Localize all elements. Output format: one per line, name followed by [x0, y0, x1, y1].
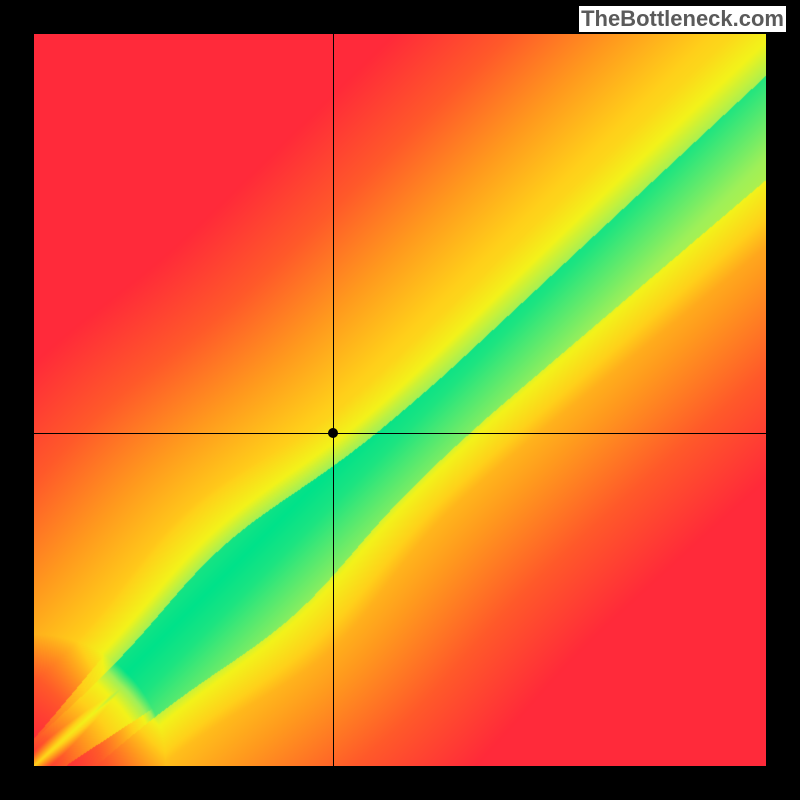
crosshair-vertical: [333, 34, 334, 766]
chart-container: TheBottleneck.com: [0, 0, 800, 800]
crosshair-horizontal: [34, 433, 766, 434]
plot-area: [34, 34, 766, 766]
crosshair-marker: [328, 428, 338, 438]
heatmap-canvas: [34, 34, 766, 766]
watermark-text: TheBottleneck.com: [579, 6, 786, 32]
